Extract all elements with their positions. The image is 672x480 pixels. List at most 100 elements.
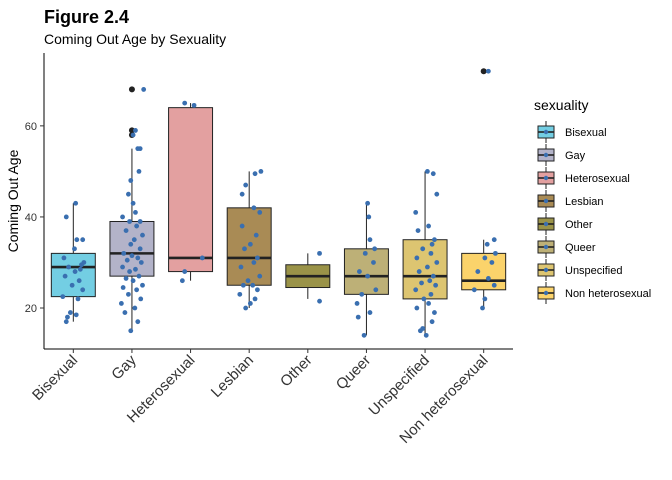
data-point [130, 200, 136, 206]
data-point [130, 132, 136, 138]
legend-item-non-heterosexual: Non heterosexual [537, 282, 651, 304]
data-point [365, 200, 371, 206]
legend-item-lesbian: Lesbian [537, 190, 604, 212]
x-tick-label: Other [277, 352, 316, 391]
data-point [355, 314, 361, 320]
legend-label: Heterosexual [565, 173, 630, 185]
data-point [238, 264, 244, 270]
legend-key-point [543, 175, 549, 181]
box-gay [109, 220, 155, 277]
data-point [427, 278, 433, 284]
data-point [118, 301, 124, 306]
data-point [433, 282, 439, 288]
chart-title: Coming Out Age by Sexuality [44, 31, 226, 47]
box-group-bisexual [50, 200, 96, 325]
data-point [81, 260, 87, 265]
legend-item-other: Other [537, 213, 593, 235]
data-point [182, 269, 188, 274]
box-group-lesbian [226, 169, 272, 311]
data-point [120, 214, 125, 220]
data-point [129, 253, 135, 259]
data-point [434, 260, 440, 265]
data-point [76, 278, 82, 284]
y-tick-label: 20 [25, 303, 37, 315]
box-group-queer [343, 200, 389, 338]
x-tick-label: Gay [108, 351, 140, 383]
data-point [485, 68, 491, 74]
legend-label: Bisexual [565, 127, 607, 139]
legend-item-gay: Gay [537, 144, 586, 166]
box-group-unspecified [402, 169, 448, 338]
data-point [371, 260, 376, 265]
data-point [63, 214, 69, 220]
data-point [135, 319, 141, 325]
data-point [420, 246, 426, 252]
y-axis-ticks: 20 40 60 [25, 121, 44, 315]
data-point [359, 291, 365, 297]
data-point [72, 246, 77, 252]
data-point [127, 219, 132, 224]
outlier-point [480, 68, 487, 75]
data-point [428, 291, 434, 297]
data-point [133, 209, 138, 215]
data-point [140, 282, 145, 288]
legend-key-point [543, 267, 549, 273]
data-point [415, 228, 421, 234]
data-point [414, 305, 420, 311]
box-group-non-heterosexual [461, 68, 507, 311]
data-point [61, 255, 67, 261]
data-point [191, 102, 197, 108]
data-point [361, 332, 367, 338]
data-point [491, 237, 497, 243]
data-point [73, 200, 79, 206]
data-point [480, 305, 485, 311]
data-point [482, 296, 488, 302]
data-point [252, 171, 258, 177]
data-point [471, 287, 477, 293]
data-point [73, 312, 79, 318]
data-point [80, 237, 86, 243]
legend-title: sexuality [534, 97, 588, 113]
data-point [69, 282, 75, 288]
data-point [254, 287, 260, 293]
data-point [120, 285, 126, 290]
data-point [475, 269, 481, 274]
data-point [77, 266, 83, 272]
data-point [429, 319, 435, 325]
data-point [420, 326, 426, 331]
data-point [362, 250, 368, 256]
data-point [485, 276, 491, 281]
data-point [419, 280, 424, 286]
legend-label: Other [565, 219, 593, 231]
data-point [74, 237, 80, 243]
data-point [128, 328, 134, 334]
y-axis-title: Coming Out Age [5, 149, 21, 252]
data-point [136, 169, 142, 174]
data-point [365, 273, 371, 279]
data-point [122, 310, 128, 315]
data-point [124, 257, 130, 263]
data-point [357, 269, 362, 274]
box-group-other [285, 250, 331, 304]
data-point [251, 260, 257, 265]
data-point [182, 100, 188, 106]
data-point [66, 264, 72, 270]
data-point [426, 223, 431, 229]
data-point [123, 276, 129, 281]
y-tick-label: 60 [25, 121, 37, 133]
data-point [423, 332, 429, 338]
box-lesbian [226, 207, 272, 286]
data-point [127, 269, 132, 274]
data-point [72, 269, 78, 274]
data-point [491, 282, 497, 288]
data-point [126, 191, 131, 197]
data-point [135, 255, 141, 261]
data-point [317, 250, 322, 256]
data-point [432, 310, 437, 315]
data-point [239, 191, 245, 197]
data-point [414, 255, 420, 261]
data-point [137, 146, 143, 152]
data-point [484, 241, 490, 247]
box-group-heterosexual [168, 100, 214, 284]
x-tick-label: Queer [333, 352, 375, 394]
